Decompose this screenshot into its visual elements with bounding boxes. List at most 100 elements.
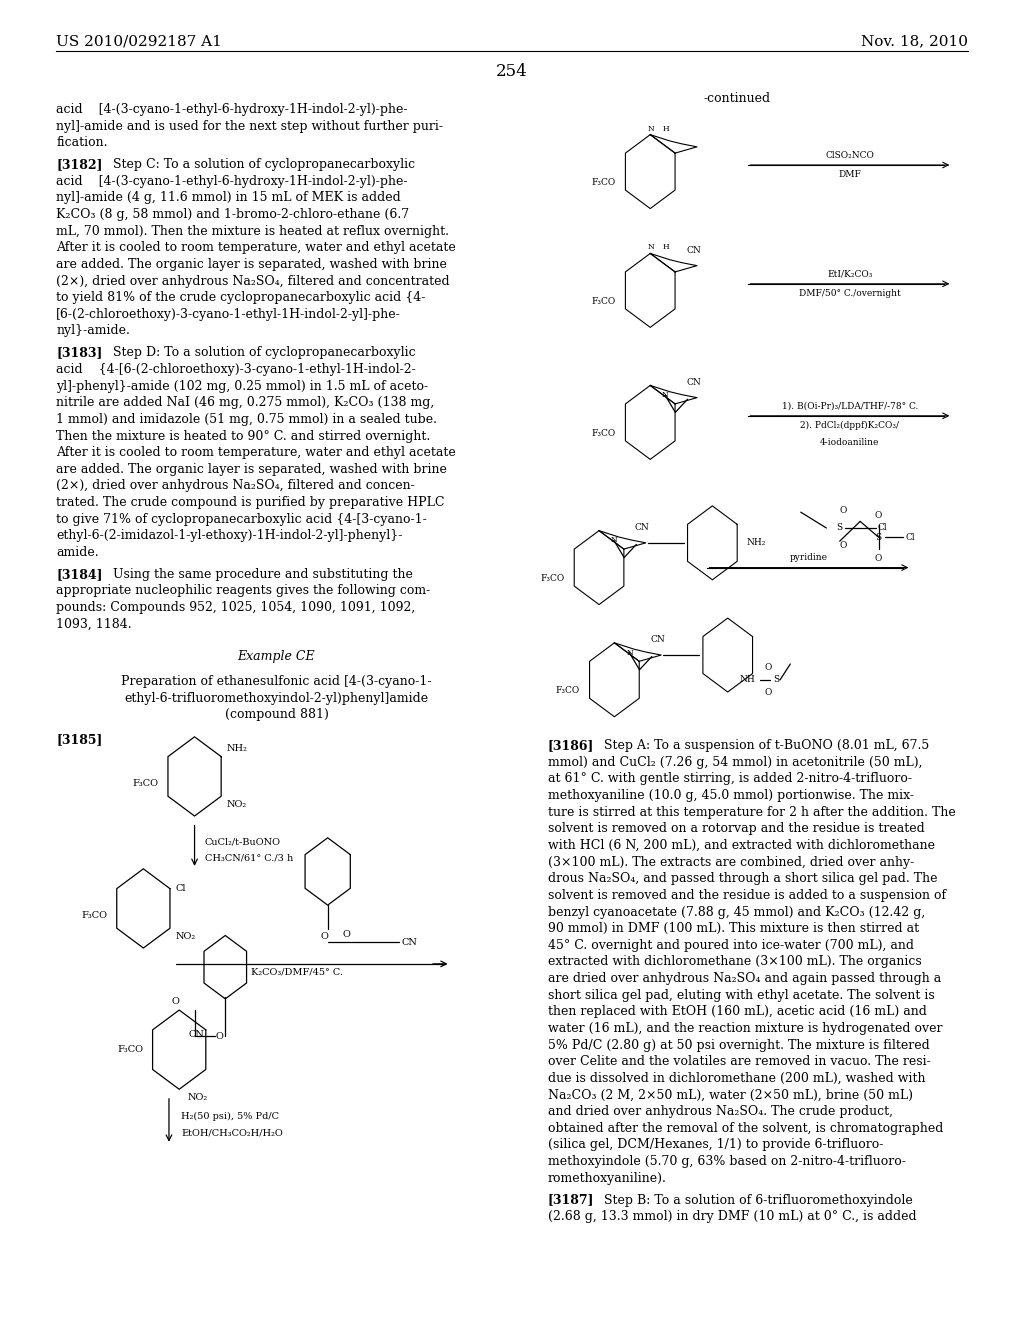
Text: romethoxyaniline).: romethoxyaniline). <box>548 1172 667 1184</box>
Text: H₂(50 psi), 5% Pd/C: H₂(50 psi), 5% Pd/C <box>181 1113 280 1122</box>
Text: benzyl cyanoacetate (7.88 g, 45 mmol) and K₂CO₃ (12.42 g,: benzyl cyanoacetate (7.88 g, 45 mmol) an… <box>548 906 925 919</box>
Text: (compound 881): (compound 881) <box>224 709 329 722</box>
Text: solvent is removed and the residue is added to a suspension of: solvent is removed and the residue is ad… <box>548 888 946 902</box>
Text: Cl: Cl <box>175 884 185 894</box>
Text: CN: CN <box>401 937 418 946</box>
Text: Na₂CO₃ (2 M, 2×50 mL), water (2×50 mL), brine (50 mL): Na₂CO₃ (2 M, 2×50 mL), water (2×50 mL), … <box>548 1089 912 1101</box>
Text: F₃CO: F₃CO <box>118 1045 143 1055</box>
Text: F₃CO: F₃CO <box>591 178 615 187</box>
Text: N: N <box>611 536 617 544</box>
Text: [6-(2-chloroethoxy)-3-cyano-1-ethyl-1H-indol-2-yl]-phe-: [6-(2-chloroethoxy)-3-cyano-1-ethyl-1H-i… <box>56 308 401 321</box>
Text: O: O <box>765 663 772 672</box>
Text: Step B: To a solution of 6-trifluoromethoxyindole: Step B: To a solution of 6-trifluorometh… <box>604 1193 913 1206</box>
Text: acid    [4-(3-cyano-1-ethyl-6-hydroxy-1H-indol-2-yl)-phe-: acid [4-(3-cyano-1-ethyl-6-hydroxy-1H-in… <box>56 103 408 116</box>
Text: EtOH/CH₃CO₂H/H₂O: EtOH/CH₃CO₂H/H₂O <box>181 1129 283 1138</box>
Text: Step C: To a solution of cyclopropanecarboxylic: Step C: To a solution of cyclopropanecar… <box>113 158 415 172</box>
Text: N: N <box>648 243 655 251</box>
Text: Example CE: Example CE <box>238 651 315 663</box>
Text: nyl]-amide and is used for the next step without further puri-: nyl]-amide and is used for the next step… <box>56 120 443 132</box>
Text: CN: CN <box>635 523 649 532</box>
Text: F₃CO: F₃CO <box>133 779 159 788</box>
Text: pounds: Compounds 952, 1025, 1054, 1090, 1091, 1092,: pounds: Compounds 952, 1025, 1054, 1090,… <box>56 601 416 614</box>
Text: nyl]-amide (4 g, 11.6 mmol) in 15 mL of MEK is added: nyl]-amide (4 g, 11.6 mmol) in 15 mL of … <box>56 191 401 205</box>
Text: nyl}-amide.: nyl}-amide. <box>56 325 130 338</box>
Text: appropriate nucleophilic reagents gives the following com-: appropriate nucleophilic reagents gives … <box>56 585 430 598</box>
Text: DMF: DMF <box>839 170 861 180</box>
Text: acid    [4-(3-cyano-1-ethyl-6-hydroxy-1H-indol-2-yl)-phe-: acid [4-(3-cyano-1-ethyl-6-hydroxy-1H-in… <box>56 174 408 187</box>
Text: O: O <box>342 931 350 940</box>
Text: CN: CN <box>686 246 700 255</box>
Text: H: H <box>664 243 670 251</box>
Text: [3187]: [3187] <box>548 1193 594 1206</box>
Text: 4-iodoaniline: 4-iodoaniline <box>820 438 880 447</box>
Text: [3182]: [3182] <box>56 158 102 172</box>
Text: to give 71% of cyclopropanecarboxylic acid {4-[3-cyano-1-: to give 71% of cyclopropanecarboxylic ac… <box>56 512 427 525</box>
Text: methoxyaniline (10.0 g, 45.0 mmol) portionwise. The mix-: methoxyaniline (10.0 g, 45.0 mmol) porti… <box>548 789 913 803</box>
Text: CuCl₂/t-BuONO: CuCl₂/t-BuONO <box>205 838 281 847</box>
Text: drous Na₂SO₄, and passed through a short silica gel pad. The: drous Na₂SO₄, and passed through a short… <box>548 873 937 886</box>
Text: NH: NH <box>739 676 755 684</box>
Text: (3×100 mL). The extracts are combined, dried over anhy-: (3×100 mL). The extracts are combined, d… <box>548 855 914 869</box>
Text: 254: 254 <box>496 63 528 81</box>
Text: with HCl (6 N, 200 mL), and extracted with dichloromethane: with HCl (6 N, 200 mL), and extracted wi… <box>548 840 935 851</box>
Text: NH₂: NH₂ <box>226 743 247 752</box>
Text: to yield 81% of the crude cyclopropanecarboxylic acid {4-: to yield 81% of the crude cyclopropaneca… <box>56 292 426 304</box>
Text: NH₂: NH₂ <box>746 539 766 548</box>
Text: 1 mmol) and imidazole (51 mg, 0.75 mmol) in a sealed tube.: 1 mmol) and imidazole (51 mg, 0.75 mmol)… <box>56 413 437 426</box>
Text: K₂CO₃ (8 g, 58 mmol) and 1-bromo-2-chloro-ethane (6.7: K₂CO₃ (8 g, 58 mmol) and 1-bromo-2-chlor… <box>56 209 410 220</box>
Text: [3185]: [3185] <box>56 734 102 746</box>
Text: (2×), dried over anhydrous Na₂SO₄, filtered and concentrated: (2×), dried over anhydrous Na₂SO₄, filte… <box>56 275 450 288</box>
Text: nitrile are added NaI (46 mg, 0.275 mmol), K₂CO₃ (138 mg,: nitrile are added NaI (46 mg, 0.275 mmol… <box>56 396 434 409</box>
Text: O: O <box>171 997 179 1006</box>
Text: 1093, 1184.: 1093, 1184. <box>56 618 132 631</box>
Text: yl]-phenyl}-amide (102 mg, 0.25 mmol) in 1.5 mL of aceto-: yl]-phenyl}-amide (102 mg, 0.25 mmol) in… <box>56 380 428 392</box>
Text: [3186]: [3186] <box>548 739 594 752</box>
Text: are dried over anhydrous Na₂SO₄ and again passed through a: are dried over anhydrous Na₂SO₄ and agai… <box>548 972 941 985</box>
Text: H: H <box>664 124 670 132</box>
Text: acid    {4-[6-(2-chloroethoxy)-3-cyano-1-ethyl-1H-indol-2-: acid {4-[6-(2-chloroethoxy)-3-cyano-1-et… <box>56 363 416 376</box>
Text: After it is cooled to room temperature, water and ethyl acetate: After it is cooled to room temperature, … <box>56 446 456 459</box>
Text: K₂CO₃/DMF/45° C.: K₂CO₃/DMF/45° C. <box>251 968 343 977</box>
Text: 5% Pd/C (2.80 g) at 50 psi overnight. The mixture is filtered: 5% Pd/C (2.80 g) at 50 psi overnight. Th… <box>548 1039 930 1052</box>
Text: Then the mixture is heated to 90° C. and stirred overnight.: Then the mixture is heated to 90° C. and… <box>56 429 430 442</box>
Text: over Celite and the volatiles are removed in vacuo. The resi-: over Celite and the volatiles are remove… <box>548 1055 931 1068</box>
Text: F₃CO: F₃CO <box>540 574 564 583</box>
Text: O: O <box>874 511 883 520</box>
Text: water (16 mL), and the reaction mixture is hydrogenated over: water (16 mL), and the reaction mixture … <box>548 1022 942 1035</box>
Text: Cl: Cl <box>905 533 914 541</box>
Text: N: N <box>627 648 633 656</box>
Text: 45° C. overnight and poured into ice-water (700 mL), and: 45° C. overnight and poured into ice-wat… <box>548 939 913 952</box>
Text: Step A: To a suspension of t-BuONO (8.01 mL, 67.5: Step A: To a suspension of t-BuONO (8.01… <box>604 739 930 752</box>
Text: extracted with dichloromethane (3×100 mL). The organics: extracted with dichloromethane (3×100 mL… <box>548 956 922 969</box>
Text: (silica gel, DCM/Hexanes, 1/1) to provide 6-trifluoro-: (silica gel, DCM/Hexanes, 1/1) to provid… <box>548 1138 884 1151</box>
Text: mL, 70 mmol). Then the mixture is heated at reflux overnight.: mL, 70 mmol). Then the mixture is heated… <box>56 224 450 238</box>
Text: fication.: fication. <box>56 136 108 149</box>
Text: solvent is removed on a rotorvap and the residue is treated: solvent is removed on a rotorvap and the… <box>548 822 925 836</box>
Text: due is dissolved in dichloromethane (200 mL), washed with: due is dissolved in dichloromethane (200… <box>548 1072 926 1085</box>
Text: Cl: Cl <box>878 524 887 532</box>
Text: CH₃CN/61° C./3 h: CH₃CN/61° C./3 h <box>205 854 293 863</box>
Text: are added. The organic layer is separated, washed with brine: are added. The organic layer is separate… <box>56 257 447 271</box>
Text: 1). B(Oi-Pr)₃/LDA/THF/-78° C.: 1). B(Oi-Pr)₃/LDA/THF/-78° C. <box>781 401 919 411</box>
Text: CN: CN <box>686 378 700 387</box>
Text: Step D: To a solution of cyclopropanecarboxylic: Step D: To a solution of cyclopropanecar… <box>113 346 416 359</box>
Text: (2×), dried over anhydrous Na₂SO₄, filtered and concen-: (2×), dried over anhydrous Na₂SO₄, filte… <box>56 479 415 492</box>
Text: ClSO₂NCO: ClSO₂NCO <box>825 150 874 160</box>
Text: F₃CO: F₃CO <box>82 911 108 920</box>
Text: NO₂: NO₂ <box>175 932 196 941</box>
Text: EtI/K₂CO₃: EtI/K₂CO₃ <box>827 269 872 279</box>
Text: US 2010/0292187 A1: US 2010/0292187 A1 <box>56 34 222 49</box>
Text: 2). PdCl₂(dppf)K₂CO₃/: 2). PdCl₂(dppf)K₂CO₃/ <box>801 421 899 430</box>
Text: F₃CO: F₃CO <box>591 297 615 306</box>
Text: O: O <box>321 932 329 941</box>
Text: short silica gel pad, eluting with ethyl acetate. The solvent is: short silica gel pad, eluting with ethyl… <box>548 989 935 1002</box>
Text: NO₂: NO₂ <box>187 1093 208 1102</box>
Text: F₃CO: F₃CO <box>591 429 615 438</box>
Text: at 61° C. with gentle stirring, is added 2-nitro-4-trifluoro-: at 61° C. with gentle stirring, is added… <box>548 772 911 785</box>
Text: S: S <box>837 524 843 532</box>
Text: N: N <box>648 124 655 132</box>
Text: O: O <box>839 506 847 515</box>
Text: then replaced with EtOH (160 mL), acetic acid (16 mL) and: then replaced with EtOH (160 mL), acetic… <box>548 1006 927 1018</box>
Text: Using the same procedure and substituting the: Using the same procedure and substitutin… <box>113 568 413 581</box>
Text: F₃CO: F₃CO <box>555 686 580 696</box>
